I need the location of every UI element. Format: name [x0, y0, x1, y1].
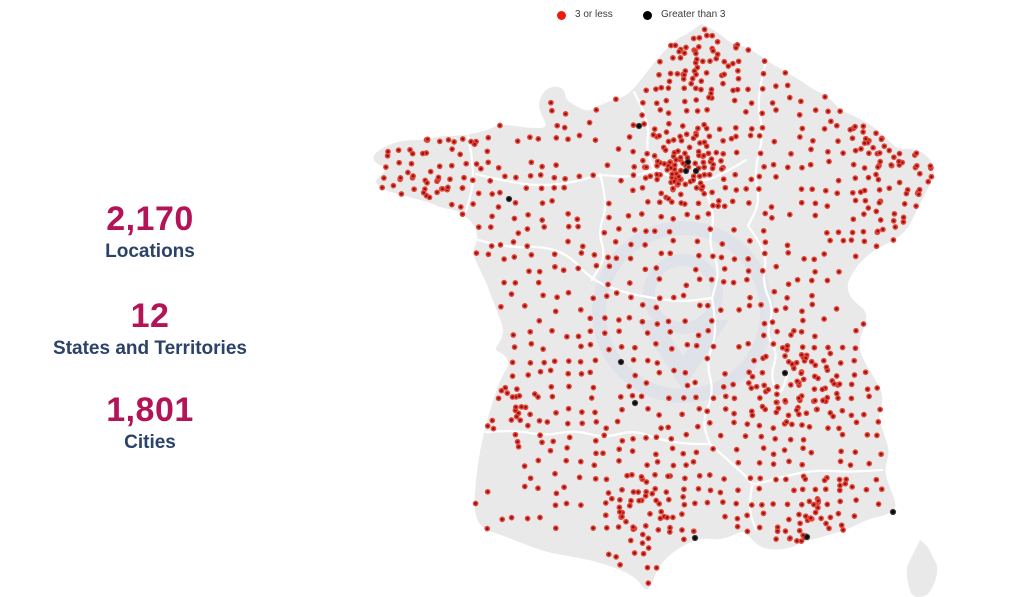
locations-label: Locations [105, 241, 195, 263]
legend-label: 3 or less [575, 9, 613, 20]
location-dots [379, 26, 935, 586]
kpi-locations: 2,170 Locations [0, 200, 300, 265]
kpi-panel: 2,170 Locations 12 States and Territorie… [0, 0, 300, 597]
cities-label: Cities [124, 432, 176, 454]
states-count: 12 [130, 297, 170, 335]
kpi-states-territories: 12 States and Territories [0, 297, 300, 362]
legend-item-3-or-less[interactable]: 3 or less [557, 7, 613, 23]
legend: 3 or less Greater than 3 [0, 7, 1024, 25]
black-dot-icon [643, 10, 652, 20]
locations-count: 2,170 [106, 200, 194, 238]
red-dot-icon [557, 10, 566, 20]
legend-label: Greater than 3 [661, 9, 726, 20]
cities-count: 1,801 [106, 391, 194, 429]
states-label: States and Territories [53, 338, 247, 360]
greater-than-3-dots [505, 122, 897, 542]
kpi-cities: 1,801 Cities [0, 391, 300, 456]
legend-item-greater-than-3[interactable]: Greater than 3 [643, 7, 725, 23]
